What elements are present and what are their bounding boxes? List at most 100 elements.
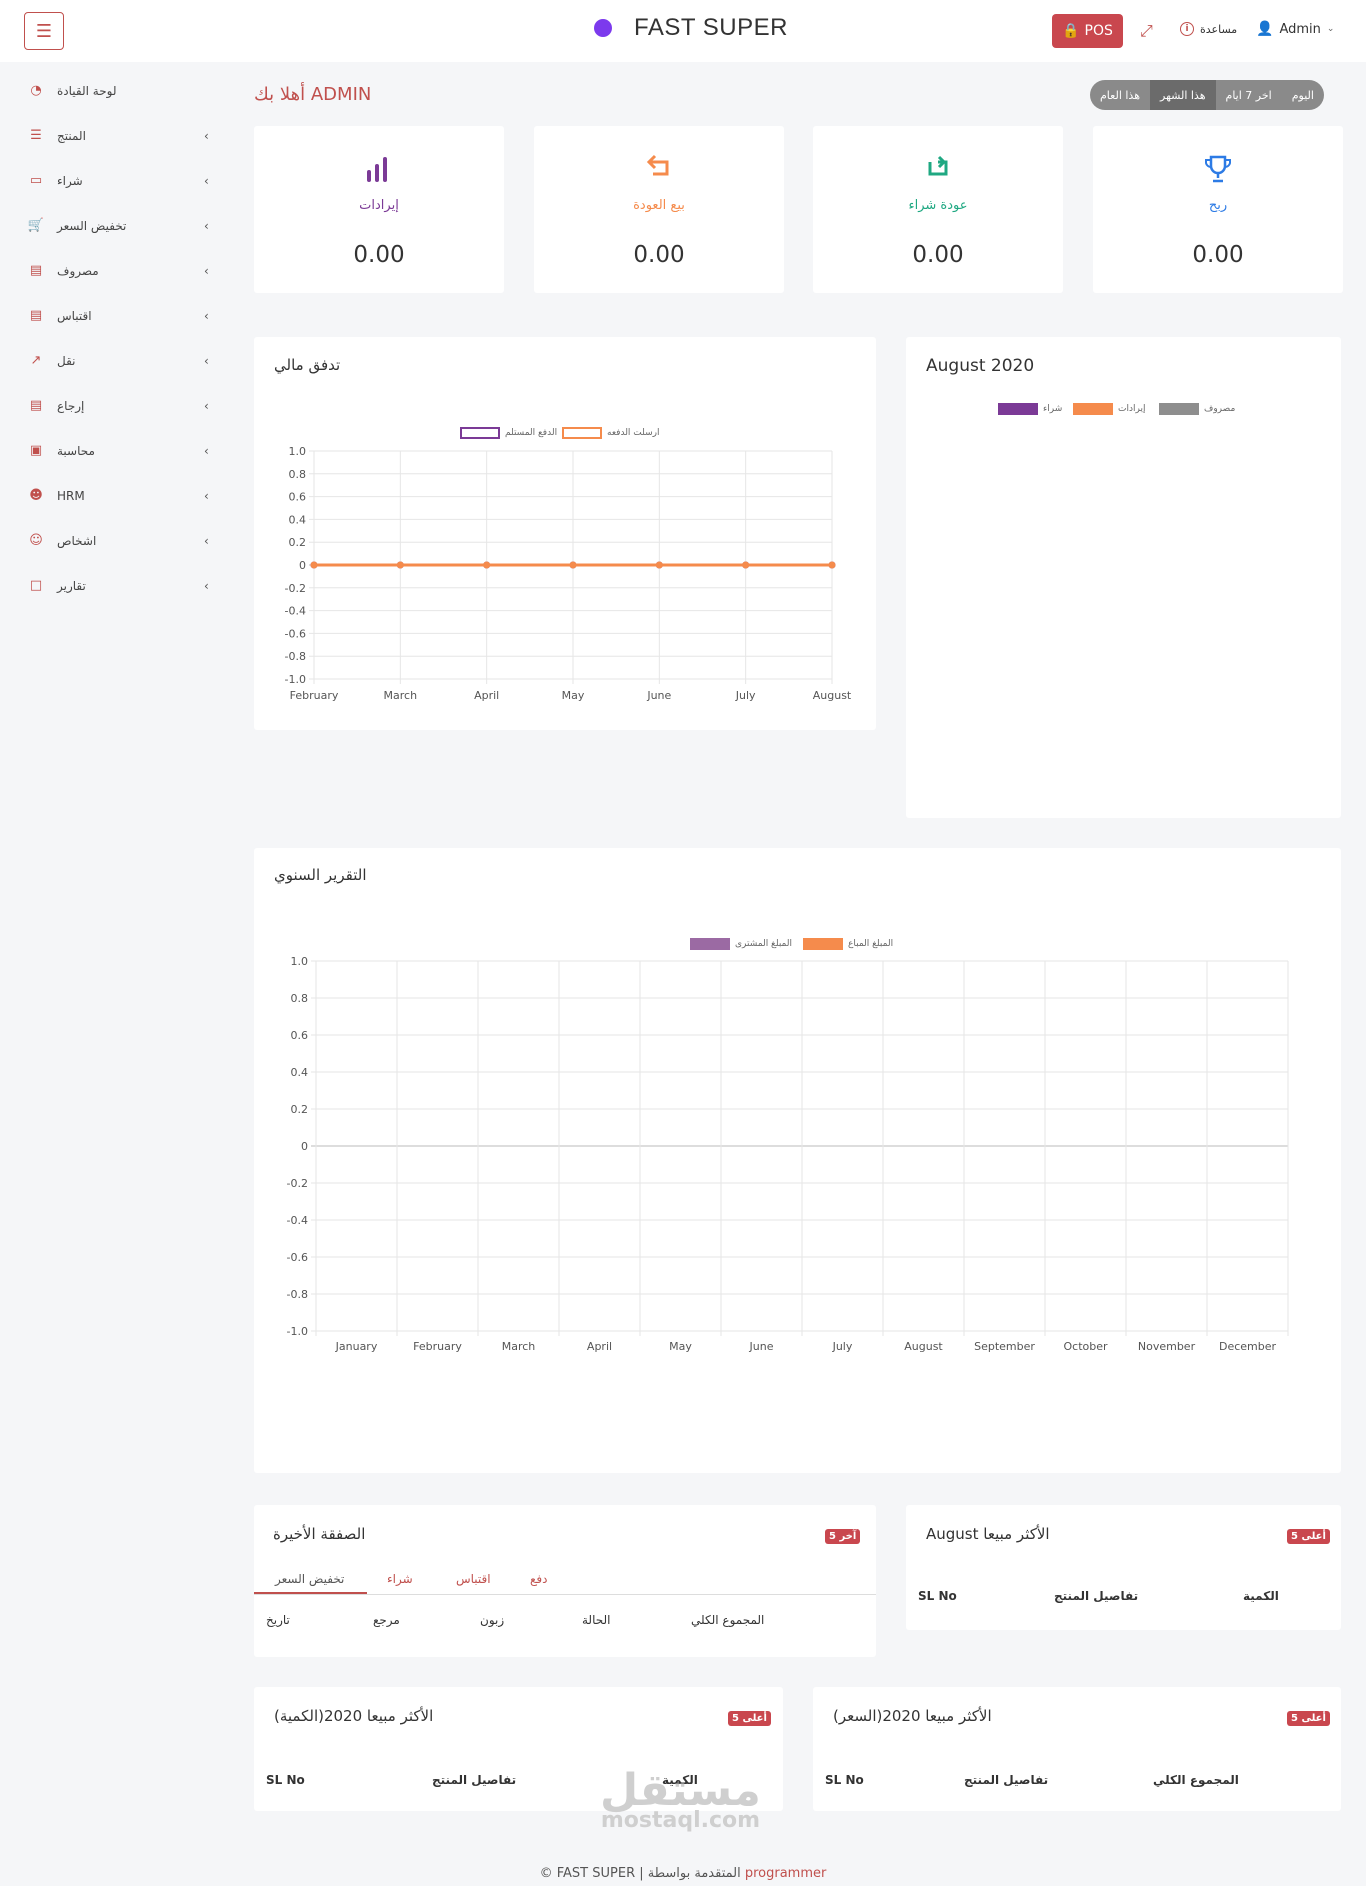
sidebar-item-label: تخفيض السعر: [57, 218, 127, 233]
sidebar-item[interactable]: ☻ HRM ‹: [0, 473, 230, 518]
chevron-left-icon: ‹: [204, 173, 209, 188]
col-quantity: الكمية: [1243, 1589, 1279, 1603]
pos-button[interactable]: 🔒 POS: [1052, 14, 1123, 48]
data-point: [655, 561, 663, 569]
hamburger-icon: ☰: [35, 20, 53, 42]
y-tick-label: 0.8: [289, 468, 307, 481]
help-link[interactable]: i مساعدة: [1180, 22, 1237, 36]
tab-discount[interactable]: تخفيض السعر: [275, 1572, 345, 1586]
user-label: Admin: [1279, 21, 1321, 37]
sidebar-item[interactable]: ◔ لوحة القيادة: [0, 68, 230, 113]
filter-last-7-days[interactable]: اخر 7 ايام: [1225, 88, 1272, 102]
sidebar-item[interactable]: ▤ اقتباس ‹: [0, 293, 230, 338]
x-tick-label: September: [974, 1340, 1035, 1353]
share-icon: ↗: [30, 353, 42, 368]
filter-this-month[interactable]: هذا الشهر: [1150, 80, 1216, 110]
legend-revenue[interactable]: إيرادات: [1073, 403, 1145, 415]
filter-this-year[interactable]: هذا العام: [1100, 88, 1141, 102]
best-month-title: August الأكثر مبيعا: [926, 1525, 1050, 1543]
y-tick-label: 0.6: [291, 1029, 309, 1042]
tab-payment[interactable]: دفع: [530, 1572, 548, 1586]
legend-label: مصروف: [1204, 404, 1236, 414]
sidebar-item[interactable]: ▭ شراء ‹: [0, 158, 230, 203]
best-year-price-title: الأكثر مبيعا 2020(السعر): [833, 1707, 992, 1725]
legend-sent[interactable]: ارسلت الدفعه: [562, 427, 660, 439]
refresh-icon: [813, 154, 1063, 187]
return-icon: ▤: [29, 398, 43, 413]
y-tick-label: 0.6: [289, 491, 307, 504]
hamburger-menu-button[interactable]: ☰: [24, 12, 64, 50]
data-point: [310, 561, 318, 569]
tab-purchase[interactable]: شراء: [387, 1572, 413, 1586]
file-icon: □: [29, 578, 43, 593]
legend-label: المبلغ المشترى: [735, 939, 792, 949]
tab-divider: [254, 1594, 876, 1595]
sidebar-item[interactable]: ▤ إرجاع ‹: [0, 383, 230, 428]
x-tick-label: May: [562, 689, 585, 702]
col-reference: مرجع: [373, 1613, 400, 1627]
stat-card-sale-return: بيع العودة 0.00: [534, 126, 784, 293]
yearly-report-card: التقرير السنوي المبلغ المشترى المبلغ الم…: [254, 848, 1341, 1473]
return-arrow-icon: [534, 154, 784, 187]
fullscreen-icon[interactable]: ⤢: [1140, 21, 1153, 40]
user-menu[interactable]: 👤 Admin ⌄: [1256, 21, 1334, 37]
stat-label: إيرادات: [359, 198, 399, 213]
sidebar-item-label: HRM: [57, 488, 85, 503]
sidebar-item-label: شراء: [57, 173, 83, 188]
col-status: الحالة: [582, 1613, 611, 1627]
footer-link[interactable]: programmer: [744, 1866, 827, 1881]
x-tick-label: August: [904, 1340, 943, 1353]
x-tick-label: October: [1063, 1340, 1107, 1353]
brand[interactable]: FAST SUPER: [594, 14, 788, 42]
legend-purchased-amount[interactable]: المبلغ المشترى: [690, 938, 792, 950]
sidebar-item[interactable]: ↗ نقل ‹: [0, 338, 230, 383]
document-icon: ▤: [29, 308, 43, 323]
card-icon: ▭: [29, 173, 43, 188]
stat-value: 0.00: [353, 242, 405, 268]
sidebar-item[interactable]: ▤ مصروف ‹: [0, 248, 230, 293]
legend-expense[interactable]: مصروف: [1159, 403, 1235, 415]
sidebar-item-label: نقل: [57, 353, 76, 368]
footer: © FAST SUPER | المتقدمة بواسطة programme…: [0, 1866, 1366, 1881]
stat-label: عودة شراء: [908, 198, 968, 213]
yearly-bar-chart: 1.0 0.8 0.6 0.4 0.2 0 -0.2 -0.4 -0.6 -0.8 -1.0 Janu…: [287, 955, 1289, 1353]
chevron-left-icon: ‹: [204, 308, 209, 323]
x-tick-label: November: [1138, 1340, 1196, 1353]
trophy-icon: [1093, 154, 1343, 191]
cart-icon: 🛒: [27, 218, 45, 233]
x-tick-label: July: [735, 689, 756, 702]
y-tick-label: -0.2: [285, 582, 306, 595]
dashboard-icon: ◔: [30, 83, 42, 98]
col-grand-total: المجموع الكلي: [691, 1613, 765, 1627]
wallet-icon: ▤: [29, 263, 43, 278]
sidebar-item-label: مصروف: [57, 263, 99, 278]
x-tick-label: December: [1219, 1340, 1277, 1353]
x-tick-label: June: [749, 1340, 774, 1353]
legend-sold-amount[interactable]: المبلغ المباع: [803, 938, 893, 950]
best-year-price-badge: أعلى 5: [1287, 1711, 1330, 1726]
col-customer: زبون: [480, 1613, 505, 1627]
chevron-left-icon: ‹: [204, 353, 209, 368]
y-tick-label: 1.0: [291, 955, 309, 968]
legend-received[interactable]: الدفع المستلم: [460, 427, 557, 439]
yearly-title: التقرير السنوي: [274, 866, 367, 884]
help-label: مساعدة: [1200, 22, 1238, 36]
col-quantity: الكمية: [662, 1773, 698, 1787]
x-tick-label: April: [474, 689, 499, 702]
sidebar-item[interactable]: 🛒 تخفيض السعر ‹: [0, 203, 230, 248]
legend-purchase[interactable]: شراء: [998, 403, 1062, 415]
sidebar-item[interactable]: □ تقارير ‹: [0, 563, 230, 608]
sidebar-item[interactable]: ☰ المنتج ‹: [0, 113, 230, 158]
sidebar-item[interactable]: ☺ اشخاص ‹: [0, 518, 230, 563]
sidebar-item-label: المنتج: [57, 128, 86, 143]
legend-swatch: [1073, 403, 1113, 415]
filter-today[interactable]: اليوم: [1291, 88, 1314, 102]
recent-title: الصفقة الأخيرة: [273, 1525, 366, 1543]
tab-quotation[interactable]: اقتباس: [456, 1572, 491, 1586]
cashflow-title: تدفق مالي: [274, 356, 341, 374]
legend-swatch: [803, 938, 843, 950]
sidebar-item-label: محاسبة: [57, 443, 95, 458]
watermark-arabic: مستقل: [600, 1765, 761, 1816]
x-tick-label: May: [669, 1340, 692, 1353]
sidebar-item[interactable]: ▣ محاسبة ‹: [0, 428, 230, 473]
